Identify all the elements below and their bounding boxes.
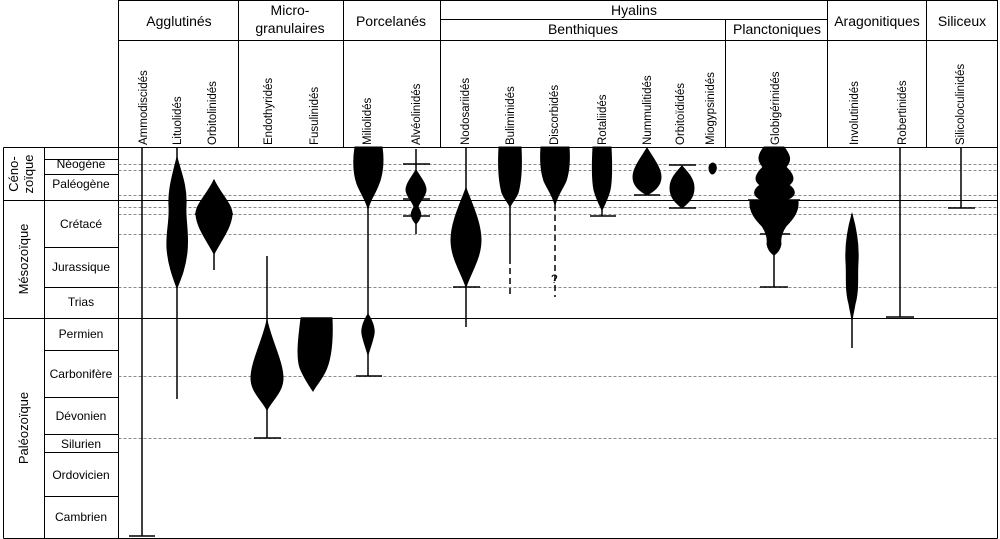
era-label-cenozoique-2: zoïque (21, 154, 36, 193)
spindle-alveolinides (405, 169, 427, 225)
era-label-mesozoique: Mésozoïque (16, 224, 31, 295)
group-porcelanes: Porcelanés (356, 13, 426, 29)
spindle-miogypsinides (708, 162, 717, 175)
taxon-label: Nummulitidés (642, 75, 654, 145)
period-label: Crétacé (60, 217, 102, 231)
spindle-miliolides-upper (353, 146, 384, 210)
era-label-cenozoique-1: Céno- (6, 156, 21, 191)
taxon-label: Globigérinidés (770, 71, 782, 145)
period-dividers (44, 159, 119, 497)
uncertainty-mark: ? (551, 272, 558, 286)
spindle-orbitoidides (669, 165, 695, 209)
era-label-paleozoique: Paléozoïque (16, 392, 31, 464)
group-microgranulaires-line2: granulaires (255, 20, 324, 36)
taxon-label: Fusulinidés (309, 87, 321, 145)
group-aragonitiques: Aragonitiques (834, 13, 920, 29)
taxon-label: Endothyridés (263, 78, 275, 145)
spindle-miliolides-lower (361, 313, 375, 357)
group-headers: Agglutinés Micro- granulaires Porcelanés… (146, 2, 986, 37)
taxon-label: Silicoloculinidés (955, 64, 967, 145)
taxon-label: Orbitoïdidés (675, 83, 687, 145)
taxon-label: Rotaliidés (597, 94, 609, 145)
abundance-shapes (166, 146, 859, 412)
subgroup-benthiques: Benthiques (548, 21, 618, 37)
spindle-rotaliides (591, 146, 613, 212)
group-hyalins: Hyalins (611, 2, 657, 18)
group-siliceux: Siliceux (938, 13, 986, 29)
spindle-involutinides (845, 212, 859, 321)
period-label: Carbonifère (50, 367, 113, 381)
spindle-nummulitides (632, 147, 662, 196)
period-label: Trias (68, 295, 94, 309)
subgroup-planctoniques: Planctoniques (733, 21, 821, 37)
period-label: Ordovicien (52, 468, 109, 482)
period-label: Néogène (57, 157, 106, 171)
spindle-fusulinides (297, 317, 333, 392)
spindle-nodosariides (450, 186, 482, 289)
spindle-globigerinides-lower (749, 200, 799, 256)
spindle-endothyrides (250, 319, 284, 412)
spindle-orbitolinides (195, 178, 233, 256)
spindle-lituolides (166, 156, 189, 290)
period-label: Dévonien (56, 409, 107, 423)
taxon-label: Robertinidés (897, 80, 909, 145)
group-microgranulaires-line1: Micro- (271, 2, 310, 18)
period-label: Silurien (61, 437, 101, 451)
spindle-globigerinides-upper (754, 146, 795, 201)
period-label: Paléogène (52, 177, 110, 191)
taxon-label: Buliminidés (505, 86, 517, 145)
era-labels: Céno- zoïque Mésozoïque Paléozoïque (6, 154, 36, 464)
taxon-label: Orbitolinidés (207, 81, 219, 145)
spindle-discorbides (540, 146, 570, 207)
spindle-buliminides (498, 146, 522, 209)
taxon-label: Involutinidés (849, 81, 861, 145)
group-agglutines: Agglutinés (146, 13, 211, 29)
period-label: Jurassique (52, 260, 110, 274)
period-labels: Néogène Paléogène Crétacé Jurassique Tri… (50, 157, 113, 524)
taxon-label: Ammodiscidés (138, 70, 150, 145)
taxon-label: Discorbidés (549, 85, 561, 145)
taxon-label: Lituolidés (172, 96, 184, 145)
taxon-label: Miliolidés (362, 97, 374, 145)
period-label: Cambrien (55, 510, 107, 524)
range-caps (129, 163, 975, 537)
dashed-boundaries (118, 164, 997, 439)
taxon-label: Miogypsinidés (705, 72, 717, 145)
taxon-label: Alvéolinidés (411, 83, 423, 145)
period-label: Permien (59, 327, 104, 341)
taxon-label: Nodosariidés (460, 78, 472, 145)
taxon-labels: Ammodiscidés Lituolidés Orbitolinidés En… (138, 64, 967, 145)
